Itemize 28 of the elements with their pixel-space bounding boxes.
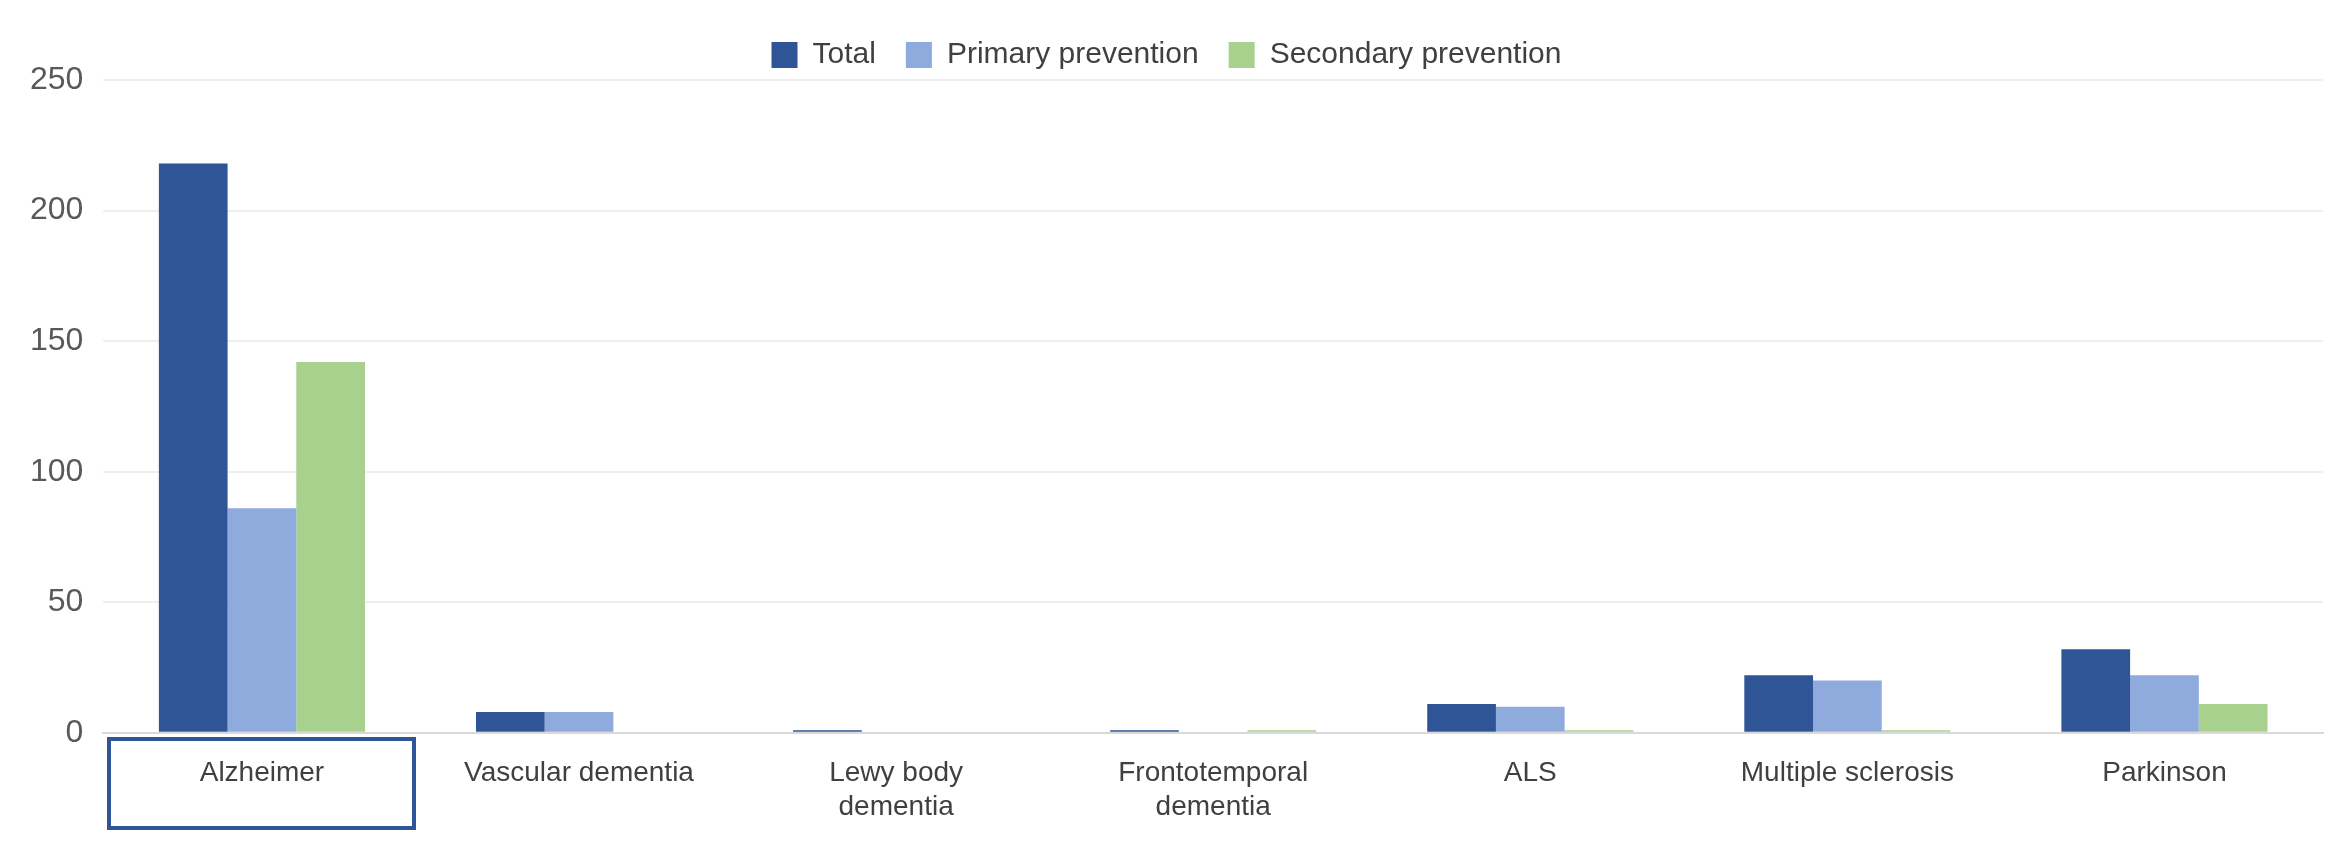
bar: [544, 711, 614, 732]
y-tick-label: 50: [47, 582, 84, 619]
legend-label: Secondary prevention: [1269, 36, 1562, 70]
x-tick-label: Frontotemporal dementia: [1118, 756, 1309, 821]
bar: [2130, 675, 2199, 732]
bar: [1813, 680, 1882, 732]
bar: [1495, 706, 1565, 732]
x-tick-label: Multiple sclerosis: [1740, 756, 1954, 788]
legend-label: Total: [812, 36, 876, 70]
x-tick-label: Vascular dementia: [464, 756, 695, 788]
x-tick-label: Alzheimer: [199, 756, 325, 788]
y-tick-label: 100: [30, 451, 84, 488]
bar: [158, 163, 228, 732]
bar: [227, 508, 297, 732]
bar: [1427, 704, 1496, 732]
x-tick-label: Lewy body dementia: [829, 756, 964, 821]
bar: [2198, 704, 2268, 732]
legend-label: Primary prevention: [946, 36, 1199, 70]
bar: [1744, 675, 1814, 732]
y-tick-label: 250: [30, 59, 84, 96]
y-tick-label: 0: [65, 712, 84, 749]
y-tick-label: 200: [30, 190, 84, 227]
x-tick-label: Parkinson: [2102, 756, 2227, 788]
bar: [2061, 649, 2131, 732]
x-tick-label: ALS: [1503, 756, 1557, 788]
bar: [296, 362, 365, 732]
bar: [475, 711, 545, 732]
y-tick-label: 150: [30, 320, 84, 357]
